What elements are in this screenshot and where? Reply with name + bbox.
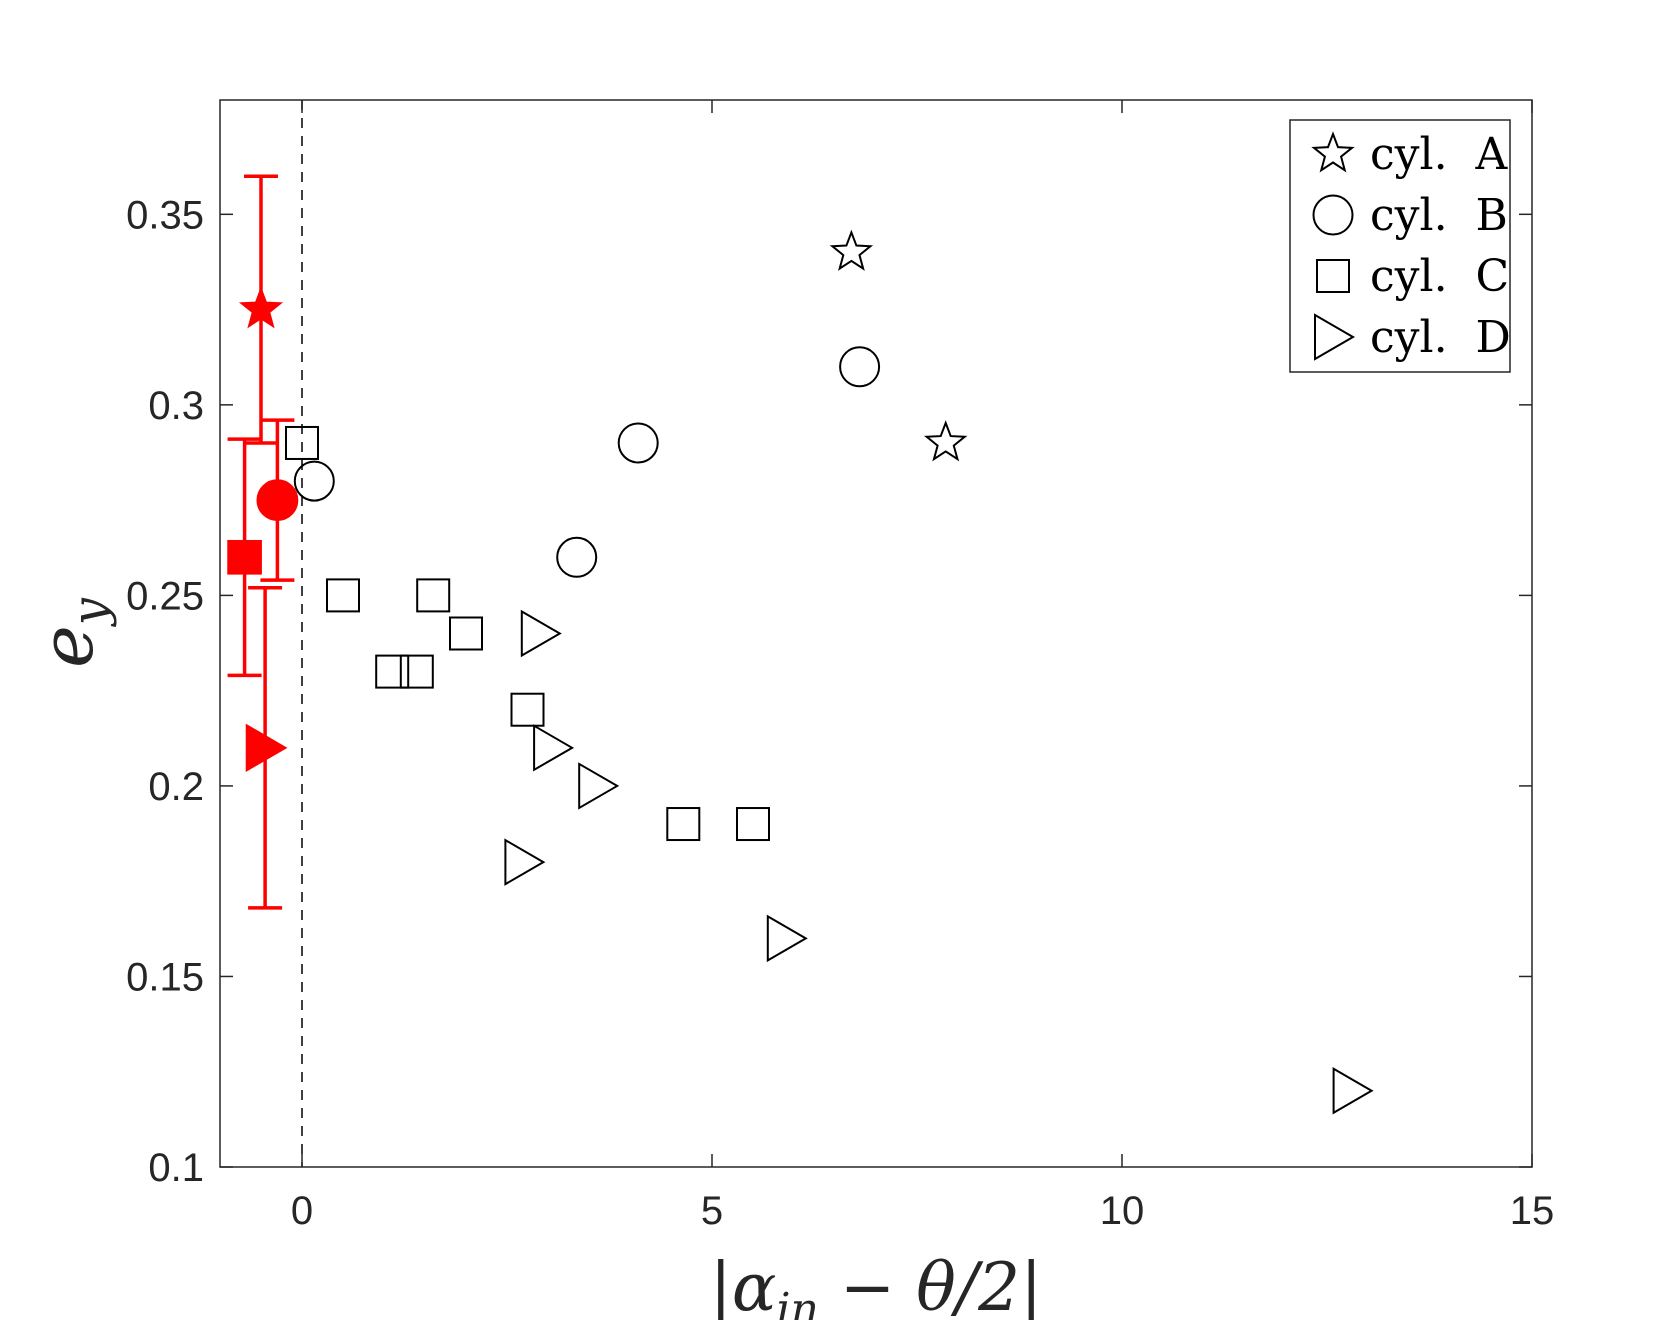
legend-label: cyl. B (1370, 190, 1508, 241)
highlighted-point-triangle-right (245, 723, 288, 772)
y-tick-label: 0.1 (148, 1146, 204, 1190)
data-point-square (449, 616, 483, 651)
data-point-triangle-right (766, 914, 808, 963)
x-tick-label: 0 (291, 1189, 313, 1233)
legend-marker-circle (1312, 194, 1354, 236)
legend-label: cyl. C (1370, 251, 1509, 302)
data-point-star (829, 229, 874, 271)
data-point-triangle-right (520, 609, 562, 658)
y-tick-label: 0.3 (148, 384, 204, 428)
data-point-square (399, 654, 434, 689)
data-point-circle (839, 346, 881, 388)
y-tick-label: 0.25 (126, 574, 204, 618)
x-tick-label: 5 (701, 1189, 723, 1233)
data-point-circle (293, 460, 335, 502)
x-label-symbol: α (732, 1249, 777, 1320)
data-point-circle (617, 422, 659, 464)
data-point-triangle-right (578, 762, 620, 810)
x-label-subscript: in (776, 1284, 818, 1320)
data-point-triangle-right (1332, 1067, 1374, 1115)
y-label-symbol: e (25, 625, 109, 668)
legend-label: cyl. A (1370, 129, 1509, 180)
x-label-rest: − θ/2| (819, 1249, 1042, 1320)
x-tick-label: 15 (1510, 1189, 1555, 1233)
data-point-triangle-right (504, 838, 546, 886)
highlighted-point-star (238, 286, 284, 329)
data-point-triangle-right (533, 724, 575, 772)
y-label-subscript: y (62, 597, 118, 627)
legend: cyl. A cyl. B cyl. C cyl. D (1289, 119, 1511, 373)
y-axis-label: ey (25, 597, 118, 668)
y-tick-label: 0.35 (126, 193, 204, 237)
legend-box (1289, 119, 1511, 373)
data-point-square (510, 692, 545, 727)
data-point-square (375, 654, 410, 689)
data-point-star (924, 420, 968, 462)
highlighted-point-circle (256, 479, 299, 522)
legend-marker-star (1311, 131, 1355, 173)
highlighted-point-square (227, 539, 262, 575)
data-point-square (285, 425, 319, 460)
data-point-circle (556, 536, 598, 578)
x-tick-label: 10 (1100, 1189, 1145, 1233)
data-point-square (736, 807, 770, 842)
x-axis-label: |αin − θ/2| (710, 1249, 1043, 1320)
y-tick-label: 0.2 (148, 765, 204, 809)
x-label-open: | (710, 1249, 732, 1320)
legend-label: cyl. D (1370, 312, 1511, 363)
data-point-square (326, 578, 360, 613)
y-tick-label: 0.15 (126, 955, 204, 999)
legend-marker-square (1316, 259, 1350, 293)
data-point-square (666, 807, 701, 842)
data-point-square (416, 578, 451, 613)
legend-marker-triangle-right (1314, 313, 1355, 361)
